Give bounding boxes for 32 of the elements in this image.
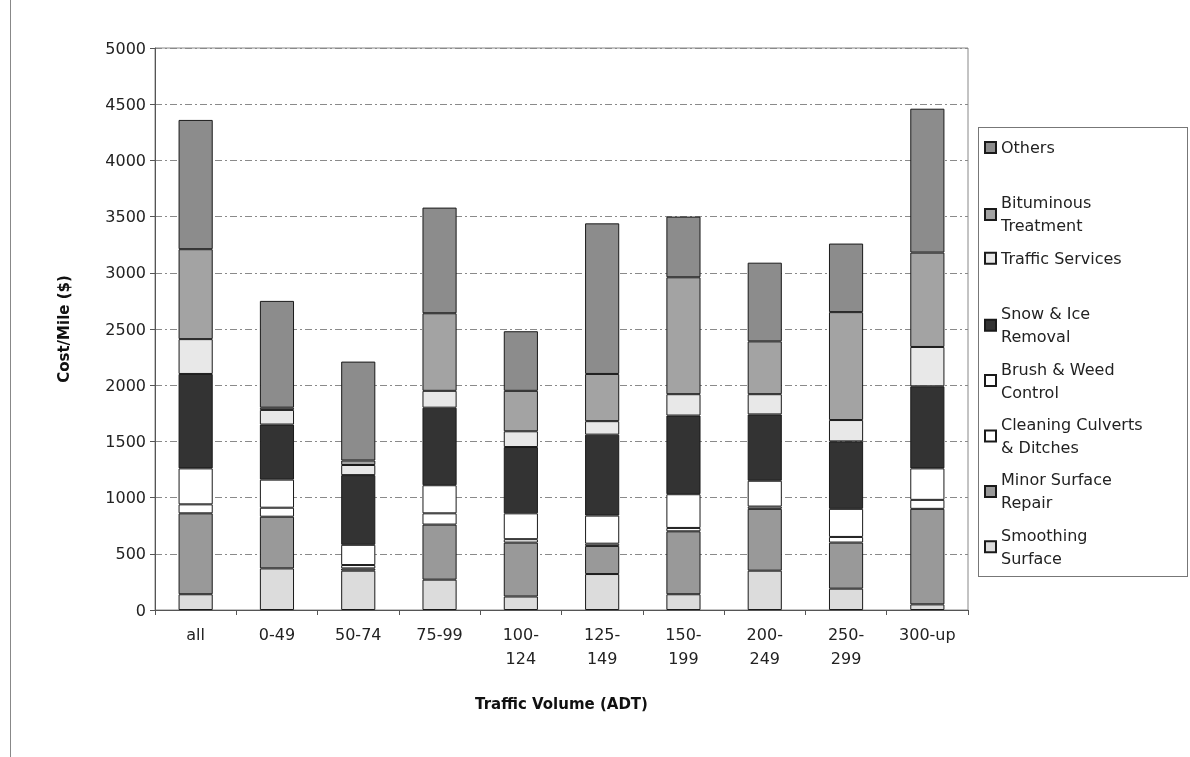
y-tick-label: 2500 xyxy=(105,319,146,339)
y-tick-label: 0 xyxy=(135,600,146,620)
legend-label: Others xyxy=(1001,138,1055,157)
x-axis-title: Traffic Volume (ADT) xyxy=(475,694,648,713)
x-tick-label: 125-149 xyxy=(583,624,621,668)
y-tick-label: 4000 xyxy=(105,150,146,170)
x-tick-label: 250-299 xyxy=(827,624,865,668)
legend-label: Brush & Weed Control xyxy=(1001,359,1120,402)
legend-label: Traffic Services xyxy=(1000,248,1122,268)
y-tick-label: 3000 xyxy=(105,263,146,283)
y-tick-label: 1500 xyxy=(105,431,146,451)
x-tick-label: 50-74 xyxy=(335,624,382,644)
legend-label: Bituminous Treatment xyxy=(1000,193,1097,236)
legend-label: Minor Surface Repair xyxy=(1001,470,1117,513)
legend-label: Snow & Ice Removal xyxy=(1001,304,1096,347)
y-tick-label: 1000 xyxy=(105,488,146,508)
y-tick-label: 2000 xyxy=(105,375,146,395)
x-tick-label: 150-199 xyxy=(665,624,702,668)
x-tick-label: 200-249 xyxy=(746,624,783,668)
y-tick-label: 500 xyxy=(115,544,146,564)
x-tick-label: 75-99 xyxy=(416,624,463,644)
x-tick-label: all xyxy=(186,624,205,644)
y-tick-label: 3500 xyxy=(105,207,146,227)
x-tick-label: 300-up xyxy=(899,624,956,644)
y-tick-label: 5000 xyxy=(105,38,146,58)
x-tick-label: 0-49 xyxy=(258,624,296,644)
y-axis-title: Cost/Mile ($) xyxy=(54,275,73,383)
legend-label: Cleaning Culverts & Ditches xyxy=(1001,415,1148,457)
x-tick-label: 100-124 xyxy=(502,624,540,668)
y-tick-label: 4500 xyxy=(105,94,146,114)
bar xyxy=(341,570,376,610)
legend-label: Smoothing Surface xyxy=(1001,525,1093,568)
